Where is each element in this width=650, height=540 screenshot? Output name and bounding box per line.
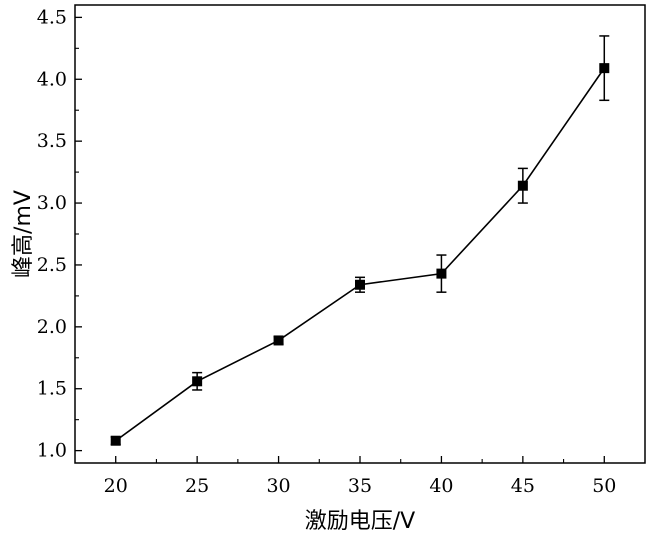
series-line bbox=[115, 67, 605, 442]
y-tick-label: 2.5 bbox=[37, 254, 67, 276]
data-point bbox=[273, 335, 284, 346]
y-tick-label: 1.5 bbox=[37, 378, 67, 400]
data-point bbox=[517, 180, 528, 191]
y-axis-title: 峰高/mV bbox=[11, 190, 36, 278]
y-tick-label: 4.5 bbox=[37, 6, 67, 28]
data-point bbox=[436, 268, 447, 279]
x-tick-label: 40 bbox=[429, 475, 453, 497]
y-tick-label: 4.0 bbox=[37, 68, 67, 90]
x-axis-ticks: 20 25 30 35 40 45 50 bbox=[104, 456, 616, 497]
series-group bbox=[110, 35, 610, 446]
data-point bbox=[110, 435, 121, 446]
x-tick-label: 20 bbox=[104, 475, 128, 497]
x-tick-label: 25 bbox=[185, 475, 209, 497]
x-tick-label: 35 bbox=[348, 475, 372, 497]
data-point bbox=[355, 279, 365, 290]
x-tick-label: 30 bbox=[266, 475, 290, 497]
x-tick-label: 50 bbox=[592, 475, 616, 497]
data-point bbox=[599, 63, 610, 74]
plot-frame bbox=[74, 4, 646, 464]
x-tick-label: 45 bbox=[511, 475, 535, 497]
y-axis-ticks: 1.0 1.5 2.0 2.5 3.0 3.5 4.0 4.5 bbox=[37, 6, 82, 462]
x-axis-title: 激励电压/V bbox=[305, 509, 415, 534]
y-tick-label: 3.0 bbox=[37, 192, 67, 214]
data-point bbox=[192, 376, 203, 387]
y-tick-label: 3.5 bbox=[37, 130, 67, 152]
y-tick-label: 1.0 bbox=[37, 440, 67, 462]
y-tick-label: 2.0 bbox=[37, 316, 67, 338]
